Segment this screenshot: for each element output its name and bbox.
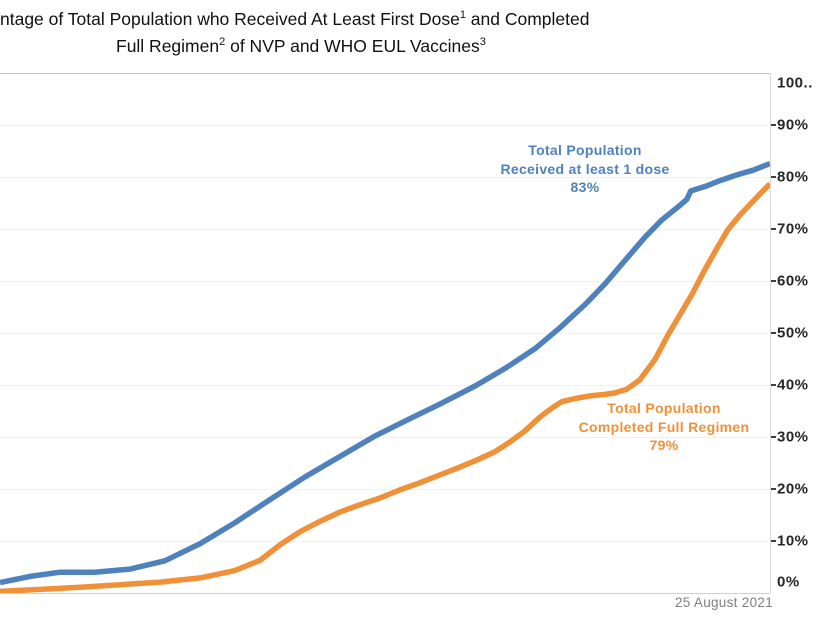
y-tick-mark-60 xyxy=(770,280,776,282)
title-text: of NVP and WHO EUL Vaccines xyxy=(225,36,480,56)
y-tick-mark-50 xyxy=(770,332,776,334)
y-tick-label-20: 20% xyxy=(777,480,809,498)
y-tick-label-0: 0% xyxy=(777,573,800,591)
series-line-completed-full-regimen xyxy=(0,181,770,593)
y-tick-label-100: 100.. xyxy=(777,74,813,92)
gridline-80 xyxy=(0,176,770,178)
title-text: ntage of Total Population who Received A… xyxy=(0,9,460,29)
title-text: and Completed xyxy=(465,9,590,29)
y-tick-label-30: 30% xyxy=(777,428,809,446)
gridline-40 xyxy=(0,384,770,386)
annotation-line: Completed Full Regimen xyxy=(578,418,750,435)
series-line-received-at-least-1-dose xyxy=(0,160,770,586)
y-axis-line xyxy=(770,73,771,593)
gridline-30 xyxy=(0,436,770,438)
annotation-line: Total Population xyxy=(607,400,721,416)
chart-title-line1: ntage of Total Population who Received A… xyxy=(0,6,830,33)
line-chart-canvas xyxy=(0,160,770,593)
footnote-marker-2: 2 xyxy=(219,36,226,49)
y-tick-label-50: 50% xyxy=(777,324,809,342)
annotation-line: Received at least 1 dose xyxy=(500,160,670,177)
gridline-20 xyxy=(0,488,770,490)
chart-title-line2: Full Regimen2 of NVP and WHO EUL Vaccine… xyxy=(116,33,830,60)
y-tick-mark-20 xyxy=(770,488,776,490)
gridline-50 xyxy=(0,332,770,334)
y-tick-mark-80 xyxy=(770,176,776,178)
title-text: Full Regimen xyxy=(116,36,220,56)
gridline-70 xyxy=(0,228,770,230)
y-tick-label-70: 70% xyxy=(777,220,809,238)
footnote-marker-3: 3 xyxy=(479,36,486,49)
gridline-100 xyxy=(0,72,770,74)
y-tick-mark-10 xyxy=(770,540,776,542)
gridline-60 xyxy=(0,280,770,282)
x-axis-date-label: 25 August 2021 xyxy=(674,595,774,610)
annotation-value: 79% xyxy=(649,437,679,453)
y-tick-label-90: 90% xyxy=(777,116,809,134)
annotation-line: Total Population xyxy=(528,142,642,158)
y-tick-mark-70 xyxy=(770,228,776,230)
y-tick-mark-40 xyxy=(770,384,776,386)
y-tick-label-40: 40% xyxy=(777,376,809,394)
y-tick-label-80: 80% xyxy=(777,168,809,186)
y-tick-mark-30 xyxy=(770,436,776,438)
annotation-received-1-dose: Total Population Received at least 1 dos… xyxy=(455,141,715,197)
annotation-completed-full-regimen: Total Population Completed Full Regimen … xyxy=(548,399,780,455)
gridline-0 xyxy=(0,592,770,594)
gridline-90 xyxy=(0,124,770,126)
y-tick-mark-90 xyxy=(770,124,776,126)
footnote-marker-1: 1 xyxy=(459,9,466,22)
y-tick-label-60: 60% xyxy=(777,272,809,290)
chart-title: ntage of Total Population who Received A… xyxy=(0,6,830,60)
y-tick-label-10: 10% xyxy=(777,532,809,550)
gridline-10 xyxy=(0,540,770,542)
annotation-value: 83% xyxy=(570,179,600,195)
